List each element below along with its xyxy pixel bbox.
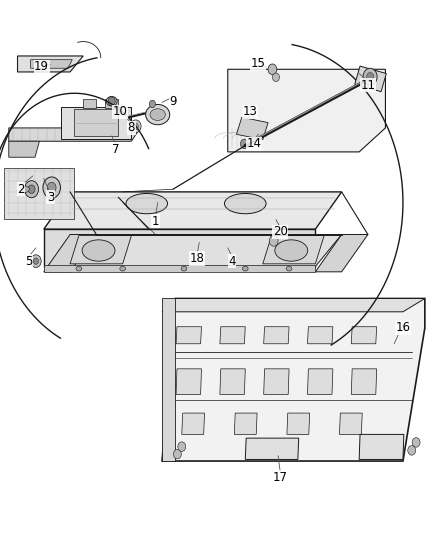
Circle shape bbox=[408, 446, 416, 455]
Text: 20: 20 bbox=[273, 225, 288, 238]
Polygon shape bbox=[74, 109, 118, 136]
Circle shape bbox=[412, 438, 420, 447]
Ellipse shape bbox=[286, 266, 292, 271]
Text: 15: 15 bbox=[251, 58, 266, 70]
Polygon shape bbox=[220, 369, 245, 394]
Text: 17: 17 bbox=[273, 471, 288, 483]
Circle shape bbox=[240, 139, 248, 149]
Polygon shape bbox=[44, 229, 315, 266]
Polygon shape bbox=[176, 369, 201, 394]
Circle shape bbox=[272, 73, 279, 82]
Polygon shape bbox=[220, 327, 245, 344]
Polygon shape bbox=[307, 369, 333, 394]
Circle shape bbox=[149, 100, 155, 108]
Polygon shape bbox=[234, 413, 257, 434]
Polygon shape bbox=[9, 128, 140, 141]
Text: 7: 7 bbox=[112, 143, 120, 156]
Ellipse shape bbox=[181, 266, 187, 271]
Polygon shape bbox=[307, 327, 333, 344]
Text: 19: 19 bbox=[34, 60, 49, 73]
Text: 3: 3 bbox=[47, 191, 54, 204]
Polygon shape bbox=[44, 265, 315, 272]
Polygon shape bbox=[359, 434, 404, 459]
Polygon shape bbox=[315, 235, 368, 272]
Circle shape bbox=[133, 123, 138, 130]
Text: 14: 14 bbox=[247, 138, 261, 150]
Text: 4: 4 bbox=[228, 255, 236, 268]
Ellipse shape bbox=[243, 266, 248, 271]
Ellipse shape bbox=[76, 266, 81, 271]
Polygon shape bbox=[31, 60, 72, 68]
Polygon shape bbox=[162, 298, 175, 461]
Polygon shape bbox=[263, 236, 324, 264]
Polygon shape bbox=[105, 99, 118, 108]
Polygon shape bbox=[83, 99, 96, 108]
Polygon shape bbox=[264, 369, 289, 394]
Text: 1: 1 bbox=[152, 215, 159, 228]
Text: 10: 10 bbox=[113, 106, 128, 118]
Polygon shape bbox=[264, 327, 289, 344]
Text: 16: 16 bbox=[396, 321, 410, 334]
Polygon shape bbox=[351, 327, 377, 344]
Polygon shape bbox=[4, 168, 74, 219]
Circle shape bbox=[363, 68, 377, 85]
Ellipse shape bbox=[82, 240, 115, 261]
Circle shape bbox=[108, 97, 115, 106]
Polygon shape bbox=[355, 66, 386, 92]
Ellipse shape bbox=[120, 266, 125, 271]
Text: 8: 8 bbox=[128, 122, 135, 134]
Text: 2: 2 bbox=[17, 183, 25, 196]
Ellipse shape bbox=[106, 96, 117, 106]
Text: 18: 18 bbox=[190, 252, 205, 265]
Ellipse shape bbox=[275, 240, 308, 261]
Polygon shape bbox=[228, 69, 385, 152]
Text: 13: 13 bbox=[242, 106, 257, 118]
Polygon shape bbox=[9, 141, 39, 157]
Circle shape bbox=[178, 442, 186, 451]
Circle shape bbox=[31, 255, 41, 268]
Circle shape bbox=[244, 121, 254, 134]
Polygon shape bbox=[237, 117, 268, 140]
Polygon shape bbox=[70, 235, 342, 266]
Circle shape bbox=[367, 72, 374, 81]
Circle shape bbox=[28, 185, 35, 193]
Polygon shape bbox=[70, 236, 131, 264]
Polygon shape bbox=[287, 413, 310, 434]
Text: 5: 5 bbox=[25, 255, 32, 268]
Circle shape bbox=[33, 258, 39, 264]
Ellipse shape bbox=[126, 193, 168, 214]
Polygon shape bbox=[351, 369, 377, 394]
Circle shape bbox=[173, 449, 181, 459]
Polygon shape bbox=[18, 56, 83, 72]
Circle shape bbox=[43, 177, 60, 198]
Polygon shape bbox=[245, 438, 299, 459]
Polygon shape bbox=[182, 413, 205, 434]
Polygon shape bbox=[61, 107, 131, 139]
Polygon shape bbox=[44, 235, 96, 272]
Circle shape bbox=[269, 236, 278, 246]
Polygon shape bbox=[162, 298, 425, 312]
Polygon shape bbox=[162, 298, 425, 461]
Circle shape bbox=[25, 181, 39, 198]
Ellipse shape bbox=[145, 104, 170, 125]
Polygon shape bbox=[176, 327, 201, 344]
Ellipse shape bbox=[150, 109, 166, 120]
Text: 9: 9 bbox=[169, 95, 177, 108]
Circle shape bbox=[268, 64, 277, 75]
Circle shape bbox=[131, 120, 141, 133]
Polygon shape bbox=[339, 413, 362, 434]
Ellipse shape bbox=[225, 193, 266, 214]
Circle shape bbox=[47, 182, 56, 193]
Text: 11: 11 bbox=[360, 79, 375, 92]
Ellipse shape bbox=[21, 186, 29, 192]
Polygon shape bbox=[44, 192, 342, 229]
